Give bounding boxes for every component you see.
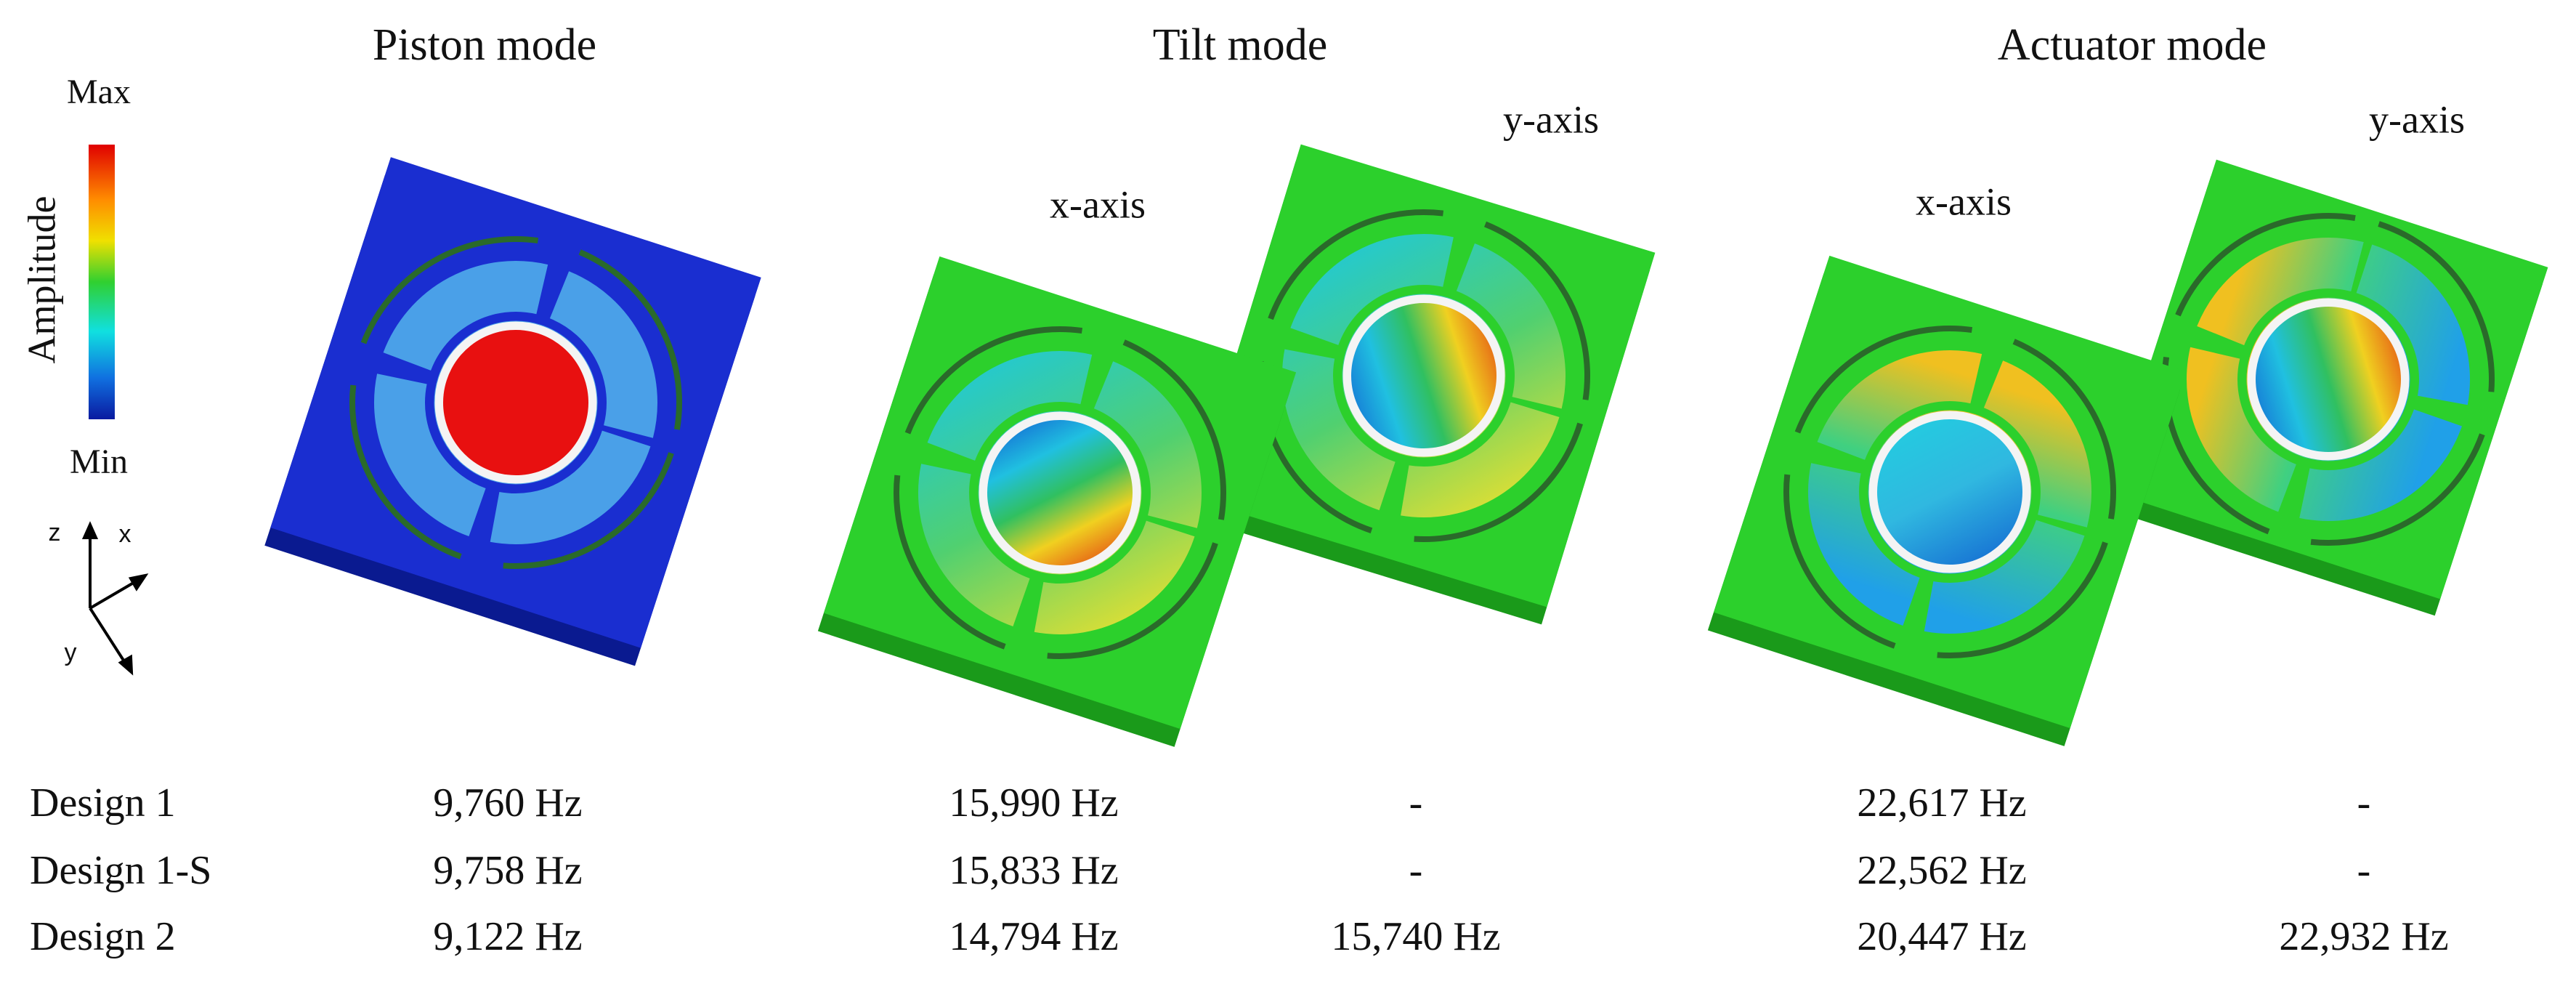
view-label: x-axis xyxy=(1050,182,1146,226)
table-cell: 22,932 Hz xyxy=(2279,914,2448,959)
axis-z: z xyxy=(49,519,61,546)
view-label: x-axis xyxy=(1916,179,2012,223)
table-cell: 22,562 Hz xyxy=(1857,848,2026,893)
row-label: Design 1-S xyxy=(30,848,211,893)
axis-triad xyxy=(81,521,149,676)
table-cell: 9,758 Hz xyxy=(433,848,582,893)
mode-title: Piston mode xyxy=(373,20,596,70)
table-cell: - xyxy=(1409,848,1423,893)
mode-title: Actuator mode xyxy=(1998,20,2267,70)
table-cell: 14,794 Hz xyxy=(949,914,1118,959)
table-cell: - xyxy=(2357,848,2371,893)
legend-min: Min xyxy=(70,443,128,481)
row-label: Design 2 xyxy=(30,914,176,959)
table-cell: 15,990 Hz xyxy=(949,780,1118,825)
axis-y: y xyxy=(65,639,77,666)
row-label: Design 1 xyxy=(30,780,176,825)
frequency-table: Design 1 9,760 Hz 15,990 Hz - 22,617 Hz - Desi… xyxy=(30,780,2449,959)
table-cell: 20,447 Hz xyxy=(1857,914,2026,959)
piston-device xyxy=(264,157,761,666)
table-cell: 9,760 Hz xyxy=(433,780,582,825)
table-cell: - xyxy=(2357,780,2371,825)
tilt-y-device xyxy=(1187,144,1656,625)
table-cell: 22,617 Hz xyxy=(1857,780,2026,825)
colorbar xyxy=(89,145,115,419)
legend-max: Max xyxy=(67,73,131,111)
legend-label: Amplitude xyxy=(20,196,63,364)
axis-x: x xyxy=(119,520,131,548)
view-label: y-axis xyxy=(1503,97,1599,141)
table-cell: 15,833 Hz xyxy=(949,848,1118,893)
table-cell: - xyxy=(1409,780,1423,825)
tilt-x-device xyxy=(817,256,1297,747)
actuator-x-device xyxy=(1707,255,2187,746)
view-label: y-axis xyxy=(2369,97,2465,141)
actuator-y-device xyxy=(2103,160,2548,616)
table-cell: 15,740 Hz xyxy=(1331,914,1500,959)
table-cell: 9,122 Hz xyxy=(433,914,582,959)
mode-title: Tilt mode xyxy=(1153,20,1328,70)
